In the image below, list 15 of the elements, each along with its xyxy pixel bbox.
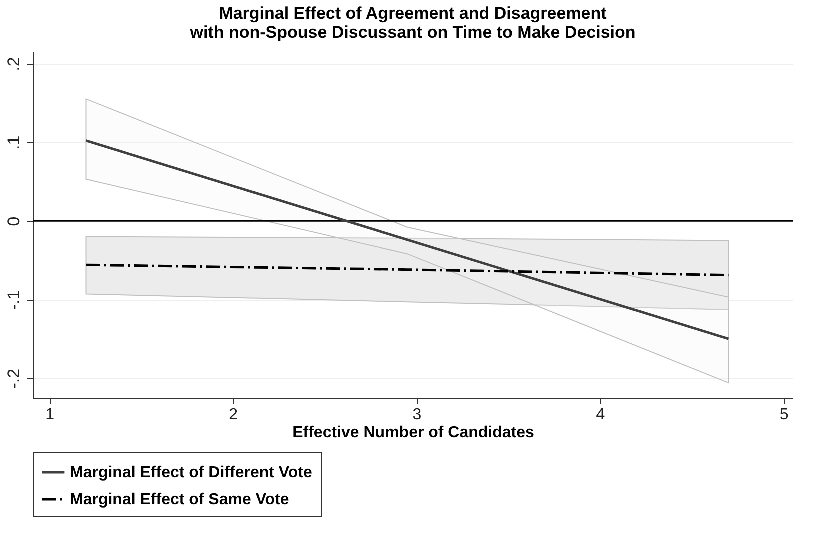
x-axis-title: Effective Number of Candidates (292, 424, 535, 442)
y-tick-label: 0 (4, 216, 24, 226)
y-tick-label: .2 (4, 57, 24, 72)
text: with non-Spouse Discussant on Time to Make Decision (190, 23, 636, 42)
text: Marginal Effect of Agreement and Disagreement (219, 4, 607, 23)
y-tick-label: -.1 (4, 290, 24, 310)
x-tick-label: 2 (229, 406, 238, 424)
x-tick-label: 1 (46, 406, 55, 424)
y-tick-label: -.2 (4, 368, 24, 389)
legend-label: Marginal Effect of Different Vote (70, 464, 312, 482)
x-tick-label: 4 (596, 406, 606, 424)
x-tick-label: 3 (412, 406, 422, 424)
y-tick-label: .1 (4, 136, 24, 150)
x-tick-label: 5 (780, 406, 789, 424)
legend-label: Marginal Effect of Same Vote (70, 492, 290, 508)
